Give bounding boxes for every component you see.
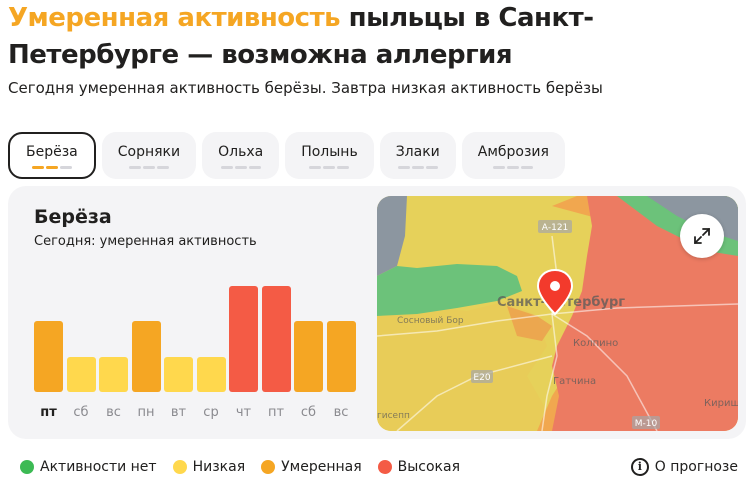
tab-label: Берёза [26, 143, 78, 160]
about-forecast-link[interactable]: i О прогнозе [630, 457, 738, 477]
chart-bar[interactable] [164, 356, 193, 392]
chart-day-label: вс [106, 405, 121, 420]
tab-weeds[interactable]: Сорняки [101, 132, 197, 179]
legend: Активности нет Низкая Умеренная Высокая [20, 457, 460, 477]
tab-level-indicator [31, 165, 72, 169]
chart-day-label: пт [267, 405, 285, 420]
chart-bar[interactable] [66, 356, 96, 392]
location-pin-icon [536, 268, 574, 316]
tab-level-indicator [220, 165, 261, 169]
card-status: Сегодня: умеренная активность [34, 234, 257, 249]
chart-day-label: вс [333, 405, 349, 420]
chart-bar[interactable] [229, 286, 258, 392]
chart-bar[interactable] [34, 321, 63, 392]
legend-item: Низкая [172, 457, 246, 477]
legend-label: Низкая [192, 459, 246, 475]
pollen-tabs: Берёза Сорняки Ольха Полынь Злаки Амброз… [8, 132, 565, 179]
tab-ragweed[interactable]: Амброзия [461, 132, 565, 179]
expand-icon [694, 228, 710, 244]
road-label: М-10 [635, 419, 658, 429]
chart-day-label: пн [137, 405, 155, 420]
chart-bar[interactable] [99, 356, 128, 392]
legend-label: Активности нет [40, 459, 157, 475]
map-town-label: Сосновый Бор [397, 316, 464, 326]
tab-level-indicator [397, 165, 438, 169]
tab-wormwood[interactable]: Полынь [285, 132, 374, 179]
tab-label: Ольха [218, 143, 264, 160]
tab-label: Злаки [395, 143, 440, 160]
tab-label: Амброзия [477, 143, 549, 160]
tab-alder[interactable]: Ольха [202, 132, 280, 179]
map-svg: А-121 E20 М-10 Санкт-Петербург Сосновый … [377, 196, 738, 431]
pollen-forecast-chart: пт сб вс пн вт ср чт пт сб вс [34, 186, 356, 439]
tab-level-indicator [128, 165, 169, 169]
chart-day-label: чт [235, 405, 252, 420]
chart-bar[interactable] [261, 286, 291, 392]
card-title: Берёза [34, 206, 112, 228]
headline-rest: пыльцы в Санкт-Петербурге — возможна алл… [8, 3, 594, 70]
road-label: А-121 [542, 223, 569, 233]
chart-day-label: сб [300, 405, 317, 420]
chart-bar[interactable] [326, 321, 356, 392]
page-subtitle: Сегодня умеренная активность берёзы. Зав… [8, 79, 603, 97]
legend-item: Умеренная [261, 457, 362, 477]
legend-label: Умеренная [281, 459, 362, 475]
pollen-map[interactable]: А-121 E20 М-10 Санкт-Петербург Сосновый … [377, 196, 738, 431]
pollen-card: Берёза Сегодня: умеренная активность пт с… [8, 186, 746, 439]
info-icon: i [630, 458, 649, 476]
tab-label: Сорняки [117, 143, 181, 160]
tab-grasses[interactable]: Злаки [379, 132, 456, 179]
page-headline: Умеренная активность пыльцы в Санкт-Пете… [8, 0, 748, 74]
chart-bar[interactable] [196, 356, 226, 392]
map-town-label: Гатчина [553, 376, 596, 387]
map-expand-button[interactable] [680, 214, 724, 258]
chart-day-label: сб [73, 405, 89, 420]
chart-bar[interactable] [294, 321, 323, 392]
chart-day-label: вт [170, 405, 187, 420]
legend-dot [172, 460, 187, 474]
legend-item: Высокая [377, 457, 461, 477]
legend-item: Активности нет [20, 457, 157, 477]
tab-level-indicator [493, 165, 534, 169]
about-forecast-label: О прогнозе [654, 459, 738, 475]
legend-dot [377, 460, 392, 474]
legend-dot [261, 460, 276, 474]
chart-day-label: ср [203, 405, 219, 420]
chart-bar[interactable] [131, 321, 161, 392]
tab-label: Полынь [301, 143, 358, 160]
map-town-label: Кириш [704, 398, 738, 409]
headline-accent: Умеренная активность [8, 3, 341, 33]
legend-dot [20, 460, 34, 474]
map-town-label: Колпино [573, 338, 618, 349]
tab-level-indicator [309, 165, 350, 169]
tab-birch[interactable]: Берёза [8, 132, 96, 179]
chart-day-label: пт [40, 405, 57, 420]
legend-label: Высокая [397, 459, 461, 475]
road-label: E20 [473, 373, 490, 383]
map-town-label: гисепп [377, 411, 410, 421]
